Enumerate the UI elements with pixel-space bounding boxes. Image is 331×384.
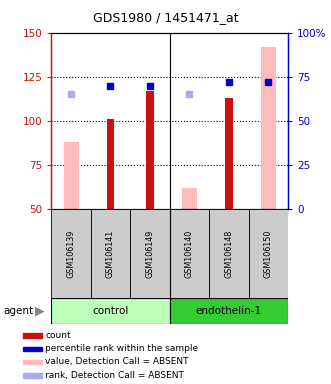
Bar (182, 188, 197, 209)
Text: GSM106150: GSM106150 (264, 229, 273, 278)
Text: ▶: ▶ (35, 305, 44, 318)
Bar (130, 209, 169, 298)
Bar (249, 209, 288, 298)
Bar (64, 142, 78, 209)
Bar (91, 209, 130, 298)
Text: control: control (92, 306, 129, 316)
Bar (146, 91, 154, 209)
Bar (169, 209, 209, 298)
Text: endothelin-1: endothelin-1 (196, 306, 262, 316)
Bar (23, 359, 42, 364)
Text: GSM106148: GSM106148 (224, 229, 233, 278)
Text: GSM106139: GSM106139 (67, 229, 75, 278)
Bar (225, 98, 233, 209)
Bar (23, 373, 42, 378)
Text: rank, Detection Call = ABSENT: rank, Detection Call = ABSENT (45, 371, 184, 380)
Text: GSM106149: GSM106149 (145, 229, 155, 278)
Bar (23, 333, 42, 338)
Bar (169, 298, 288, 324)
Bar (107, 119, 115, 209)
Bar (51, 209, 91, 298)
Text: GDS1980 / 1451471_at: GDS1980 / 1451471_at (93, 11, 238, 24)
Bar (261, 47, 276, 209)
Text: agent: agent (3, 306, 33, 316)
Text: GSM106140: GSM106140 (185, 229, 194, 278)
Bar (209, 209, 249, 298)
Bar (23, 346, 42, 351)
Text: value, Detection Call = ABSENT: value, Detection Call = ABSENT (45, 358, 189, 366)
Text: GSM106141: GSM106141 (106, 229, 115, 278)
Bar (51, 298, 169, 324)
Text: percentile rank within the sample: percentile rank within the sample (45, 344, 198, 353)
Text: count: count (45, 331, 71, 340)
